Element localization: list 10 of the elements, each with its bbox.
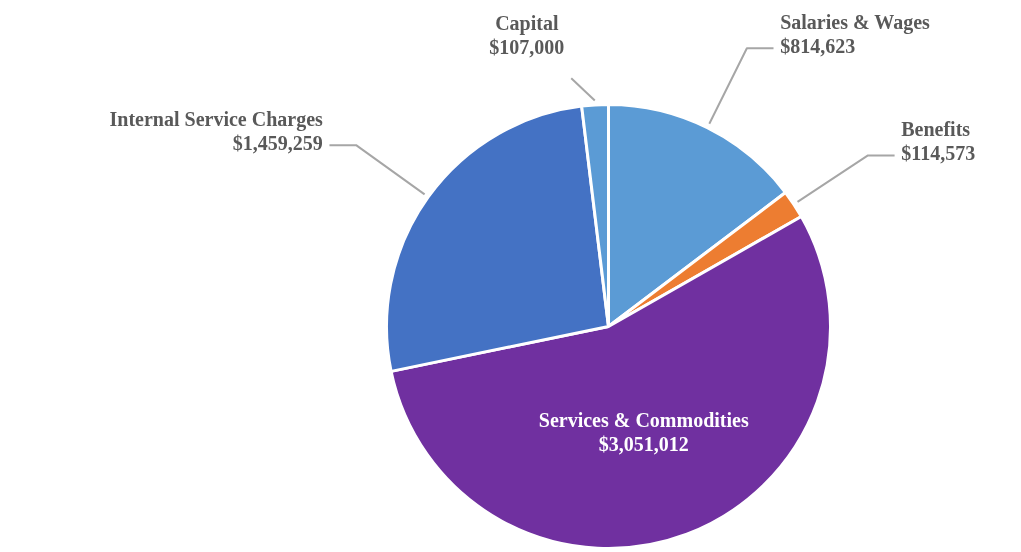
data-label: $3,051,012	[598, 433, 689, 456]
slice-label: Benefits	[901, 117, 971, 140]
slice-label: Capital	[495, 11, 559, 35]
slice-label: Internal Service Charges	[109, 107, 324, 131]
data-label: $1,459,259	[232, 131, 323, 154]
slice-label: Services & Commodities	[538, 408, 749, 431]
slice-label: Salaries & Wages	[780, 10, 931, 34]
data-label: $814,623	[780, 34, 856, 57]
data-label: $114,573	[901, 142, 976, 165]
data-label: $107,000	[489, 36, 565, 59]
